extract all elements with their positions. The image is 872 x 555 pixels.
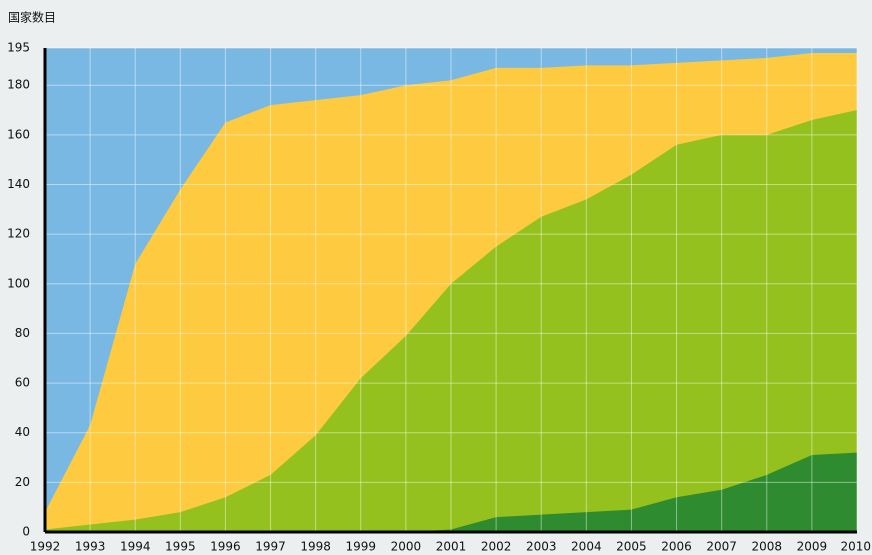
x-tick-label: 2010 bbox=[840, 540, 871, 554]
area bbox=[45, 452, 857, 532]
x-tick-label: 2005 bbox=[616, 540, 647, 554]
x-tick-label: 2001 bbox=[436, 540, 467, 554]
y-tick-label: 20 bbox=[15, 475, 30, 489]
y-tick-label: 195 bbox=[7, 41, 30, 55]
y-tick-label: 120 bbox=[7, 227, 30, 241]
y-tick-label: 0 bbox=[22, 525, 30, 539]
y-tick-label: 60 bbox=[15, 376, 30, 390]
x-tick-label: 2007 bbox=[706, 540, 737, 554]
area bbox=[45, 110, 857, 533]
x-tick-label: 1997 bbox=[255, 540, 286, 554]
x-tick-label: 2009 bbox=[797, 540, 828, 554]
x-tick-label: 2000 bbox=[391, 540, 422, 554]
y-tick-label: 40 bbox=[15, 425, 30, 439]
x-tick-label: 2003 bbox=[526, 540, 557, 554]
x-tick-label: 1994 bbox=[120, 540, 151, 554]
x-tick-label: 2008 bbox=[752, 540, 783, 554]
x-tick-label: 2002 bbox=[481, 540, 512, 554]
x-tick-label: 1992 bbox=[30, 540, 61, 554]
x-tick-label: 1998 bbox=[300, 540, 331, 554]
y-tick-label: 140 bbox=[7, 177, 30, 191]
x-tick-label: 2004 bbox=[571, 540, 602, 554]
x-tick-label: 1993 bbox=[75, 540, 106, 554]
y-tick-label: 80 bbox=[15, 326, 30, 340]
x-tick-label: 1996 bbox=[210, 540, 241, 554]
x-tick-label: 1999 bbox=[346, 540, 377, 554]
y-tick-label: 180 bbox=[7, 78, 30, 92]
y-tick-label: 160 bbox=[7, 127, 30, 141]
y-tick-label: 100 bbox=[7, 276, 30, 290]
x-tick-label: 2006 bbox=[661, 540, 692, 554]
x-tick-label: 1995 bbox=[165, 540, 196, 554]
chart-title: 国家数目 bbox=[8, 10, 56, 25]
